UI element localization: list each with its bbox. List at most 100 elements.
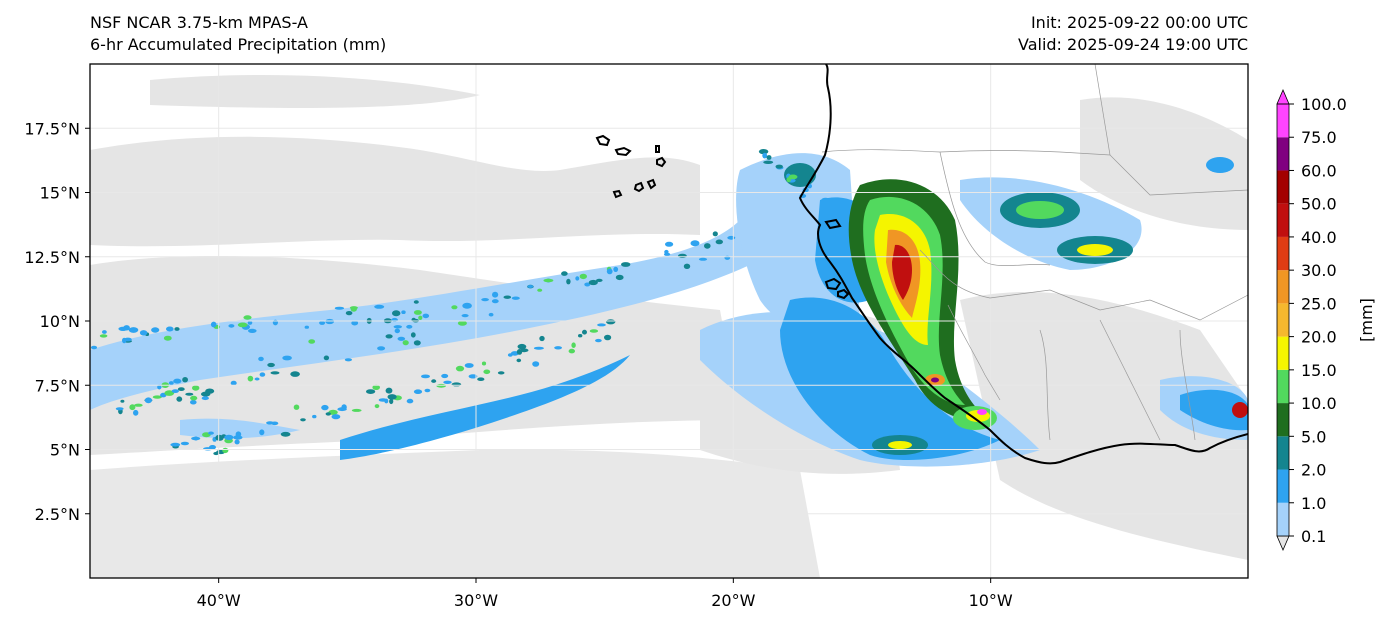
precip-cell	[377, 346, 386, 351]
x-tick-label: 30°W	[454, 591, 498, 610]
precip-cell	[413, 300, 419, 304]
precip-cell	[120, 399, 125, 403]
precip-cell	[690, 240, 700, 247]
precip-cell	[102, 330, 107, 334]
precip-cell	[209, 445, 216, 450]
precip-cell	[248, 328, 257, 333]
colorbar-bin	[1277, 403, 1289, 437]
precip-cell	[163, 335, 172, 341]
colorbar-tick-label: 100.0	[1301, 95, 1347, 114]
precip-cell	[133, 409, 139, 416]
precip-cell	[210, 321, 217, 328]
precip-cell	[431, 379, 437, 383]
precip-cell	[766, 155, 772, 160]
colorbar-tick-label: 10.0	[1301, 394, 1337, 413]
y-tick-label: 2.5°N	[35, 505, 80, 524]
precip-cell	[308, 339, 316, 344]
precip-cell	[461, 314, 469, 318]
precip-cell	[190, 395, 198, 401]
x-tick-label: 10°W	[969, 591, 1013, 610]
precip-cell	[554, 346, 562, 350]
precip-cell	[247, 375, 254, 382]
precip-cell	[410, 332, 416, 338]
precip-cell	[596, 278, 603, 282]
precip-cell	[462, 302, 472, 309]
colorbar-unit-label: [mm]	[1357, 298, 1376, 342]
precip-cell	[228, 324, 235, 328]
precip-cell	[491, 299, 499, 304]
precip-cell	[258, 356, 264, 362]
precip-cell	[344, 358, 352, 362]
colorbar-tick-label: 1.0	[1301, 494, 1326, 513]
precip-cell	[683, 263, 691, 269]
precip-cell	[762, 152, 768, 159]
precip-cell	[503, 295, 512, 299]
precip-cell	[230, 380, 237, 386]
header-right: Init: 2025-09-22 00:00 UTC Valid: 2025-0…	[1018, 12, 1248, 56]
precip-cell	[539, 335, 545, 342]
y-tick-label: 15°N	[40, 184, 80, 203]
precip-cell	[421, 374, 430, 379]
precip-cell	[349, 306, 358, 310]
colorbar-tick-label: 40.0	[1301, 228, 1337, 247]
y-tick-label: 12.5°N	[24, 248, 80, 267]
precip-cell	[588, 279, 598, 286]
precip-cell	[312, 414, 317, 419]
precip-cell	[579, 273, 587, 280]
y-tick-label: 17.5°N	[24, 119, 80, 138]
precip-cell	[481, 361, 487, 366]
colorbar-tick-label: 30.0	[1301, 261, 1337, 280]
precip-cell	[402, 340, 409, 346]
colorbar-bin	[1277, 303, 1289, 337]
precip-cell	[527, 285, 534, 288]
precip-cell	[566, 278, 571, 285]
precip-cell	[568, 348, 575, 354]
precip-cell	[270, 371, 280, 375]
precip-cell	[436, 383, 447, 388]
precip-cell	[516, 358, 522, 363]
precip-cell	[788, 174, 798, 180]
colorbar-bin	[1277, 436, 1289, 470]
precip-cell	[468, 374, 477, 379]
precip-cell	[678, 253, 687, 258]
colorbar-bin	[1277, 502, 1289, 536]
precip-cell	[280, 431, 291, 437]
precip-cell	[455, 365, 465, 372]
colorbar-tick-label: 15.0	[1301, 361, 1337, 380]
precip-cell	[715, 239, 723, 245]
precip-cell	[665, 241, 674, 247]
precip-cell	[457, 320, 467, 326]
precip-cell	[571, 342, 576, 349]
precip-cell	[704, 243, 711, 249]
precip-cell	[182, 377, 189, 383]
precip-cell	[271, 421, 279, 426]
precip-cell	[483, 369, 491, 375]
precip-cell	[406, 324, 413, 329]
precip-cell	[615, 274, 624, 281]
colorbar-tick-label: 60.0	[1301, 161, 1337, 180]
precip-cell	[606, 319, 616, 325]
precip-cell	[259, 372, 266, 377]
precip-cell	[775, 164, 783, 169]
precip-cell	[389, 398, 394, 405]
precip-cell	[443, 380, 452, 384]
precip-cell	[578, 334, 583, 338]
precip-cell	[237, 322, 248, 328]
precip-cell	[385, 387, 393, 394]
precip-cell	[144, 397, 152, 404]
precip-cell	[337, 407, 347, 412]
precip-cell	[394, 328, 400, 334]
precip-cell	[334, 306, 345, 310]
precip-cell	[174, 327, 180, 331]
y-tick-label: 7.5°N	[35, 376, 80, 395]
precip-cell	[345, 311, 353, 316]
precip-cell	[201, 396, 209, 401]
init-time: Init: 2025-09-22 00:00 UTC	[1030, 13, 1248, 32]
precip-cell	[90, 345, 98, 350]
precip-cell	[393, 325, 402, 329]
latitude-axis: 2.5°N 5°N 7.5°N 10°N 12.5°N 15°N 17.5°N	[24, 119, 90, 524]
y-tick-label: 5°N	[50, 441, 80, 460]
colorbar-tick-label: 5.0	[1301, 427, 1326, 446]
precip-cell	[272, 319, 278, 326]
